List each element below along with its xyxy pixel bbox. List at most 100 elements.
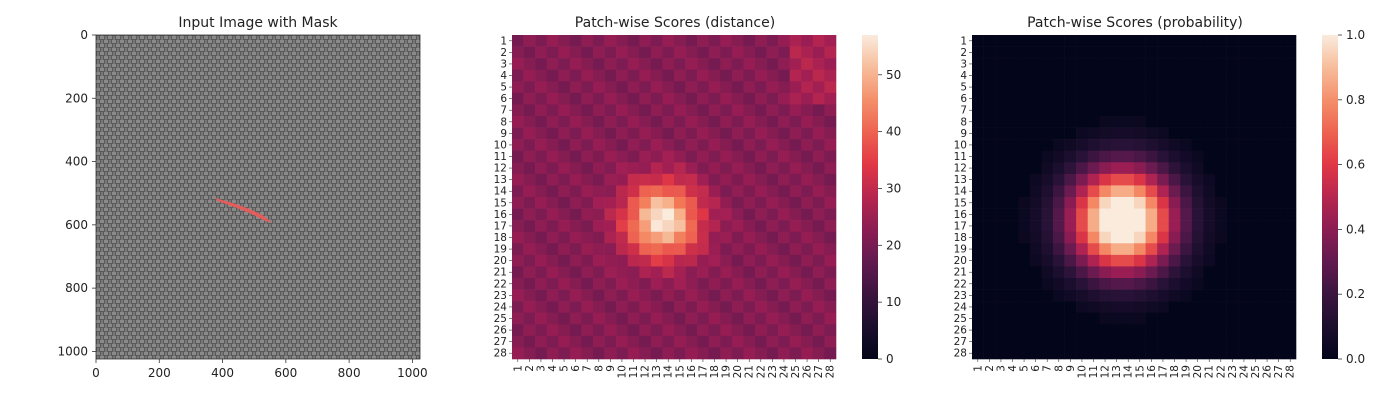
heatmap-cell <box>1053 278 1065 290</box>
heatmap-cell <box>685 208 698 221</box>
heatmap-cell <box>674 35 686 47</box>
heatmap-cell <box>616 312 629 325</box>
heatmap-cell <box>824 301 837 314</box>
heatmap-cell <box>1249 139 1262 152</box>
heatmap-cell <box>778 46 791 59</box>
heatmap-cell <box>604 278 617 290</box>
heatmap-cell <box>743 162 756 175</box>
heatmap-cell <box>662 243 675 256</box>
heatmap-cell <box>1029 324 1042 337</box>
heatmap-cell <box>1215 150 1227 163</box>
heatmap-cell <box>1099 197 1112 209</box>
heatmap-cell <box>1041 162 1054 175</box>
heatmap-cell <box>662 127 675 140</box>
heatmap-cell <box>1157 266 1170 279</box>
heatmap-cell <box>789 220 802 233</box>
heatmap-cell <box>801 69 814 82</box>
heatmap-cell <box>650 243 663 256</box>
heatmap-cell <box>1076 69 1089 82</box>
heatmap-cell <box>778 173 791 186</box>
heatmap-cell <box>581 185 594 198</box>
heatmap-cell <box>1041 347 1054 360</box>
heatmap-cell <box>1238 127 1251 140</box>
heatmap-cell <box>720 150 733 163</box>
heatmap-cell <box>1284 243 1297 256</box>
row-label: 28 <box>954 348 967 360</box>
heatmap-cell <box>812 231 825 244</box>
heatmap-cell <box>778 92 791 105</box>
row-label: 5 <box>500 82 507 94</box>
heatmap-cell <box>1099 58 1112 71</box>
row-label: 9 <box>500 128 507 140</box>
heatmap-cell <box>708 150 721 163</box>
heatmap-cell <box>650 81 663 94</box>
heatmap-cell <box>731 197 744 209</box>
heatmap-cell <box>546 197 559 209</box>
heatmap-cell <box>1041 58 1054 71</box>
heatmap-cell <box>1018 347 1031 360</box>
heatmap-cell <box>1203 335 1216 348</box>
row-label: 3 <box>500 58 507 70</box>
heatmap-cell <box>627 266 640 279</box>
heatmap-cell <box>512 35 524 47</box>
heatmap-cell <box>604 127 617 140</box>
heatmap-cell <box>1191 243 1204 256</box>
heatmap-cell <box>1076 35 1089 47</box>
heatmap-cell <box>801 208 814 221</box>
heatmap-cell <box>972 58 984 71</box>
heatmap-cell <box>1053 266 1065 279</box>
heatmap-cell <box>546 278 559 290</box>
heatmap-cell <box>1191 162 1204 175</box>
heatmap-cell <box>1249 266 1262 279</box>
heatmap-cell <box>1018 46 1031 59</box>
heatmap-cell <box>523 301 536 314</box>
heatmap-cell <box>1284 254 1297 267</box>
probability-colorbar-ticks: 0.00.20.40.60.81.0 <box>1338 28 1365 366</box>
heatmap-cell <box>972 35 984 47</box>
colorbar-tick-label: 50 <box>886 68 901 82</box>
heatmap-cell <box>523 35 536 47</box>
heatmap-cell <box>685 243 698 256</box>
heatmap-cell <box>523 139 536 152</box>
heatmap-cell <box>1191 254 1204 267</box>
heatmap-cell <box>1238 266 1251 279</box>
heatmap-cell <box>1168 58 1181 71</box>
heatmap-cell <box>650 92 663 105</box>
heatmap-cell <box>1168 335 1181 348</box>
heatmap-cell <box>755 185 767 198</box>
heatmap-cell <box>1215 92 1227 105</box>
heatmap-cell <box>1087 243 1100 256</box>
heatmap-cell <box>1226 301 1239 314</box>
heatmap-cell <box>1018 254 1031 267</box>
heatmap-cell <box>766 220 779 233</box>
heatmap-cell <box>674 197 686 209</box>
heatmap-cell <box>766 289 779 302</box>
heatmap-cell <box>731 46 744 59</box>
heatmap-cell <box>1191 289 1204 302</box>
heatmap-cell <box>1064 116 1077 128</box>
heatmap-cell <box>812 220 825 233</box>
heatmap-cell <box>789 231 802 244</box>
col-label: 27 <box>813 365 825 378</box>
heatmap-cell <box>1134 301 1146 314</box>
heatmap-cell <box>512 347 524 360</box>
col-label: 8 <box>1053 365 1065 372</box>
heatmap-cell <box>1087 92 1100 105</box>
heatmap-cell <box>789 278 802 290</box>
heatmap-cell <box>995 150 1008 163</box>
heatmap-cell <box>546 266 559 279</box>
heatmap-cell <box>616 127 629 140</box>
heatmap-cell <box>523 254 536 267</box>
heatmap-cell <box>801 289 814 302</box>
heatmap-cell <box>1261 81 1274 94</box>
heatmap-cell <box>523 347 536 360</box>
heatmap-cell <box>535 58 548 71</box>
heatmap-cell <box>604 150 617 163</box>
heatmap-cell <box>812 301 825 314</box>
heatmap-cell <box>720 254 733 267</box>
col-label: 17 <box>1157 365 1169 378</box>
col-label: 24 <box>1238 365 1250 379</box>
heatmap-cell <box>1006 116 1019 128</box>
row-label: 15 <box>954 197 967 209</box>
heatmap-cell <box>1122 289 1135 302</box>
